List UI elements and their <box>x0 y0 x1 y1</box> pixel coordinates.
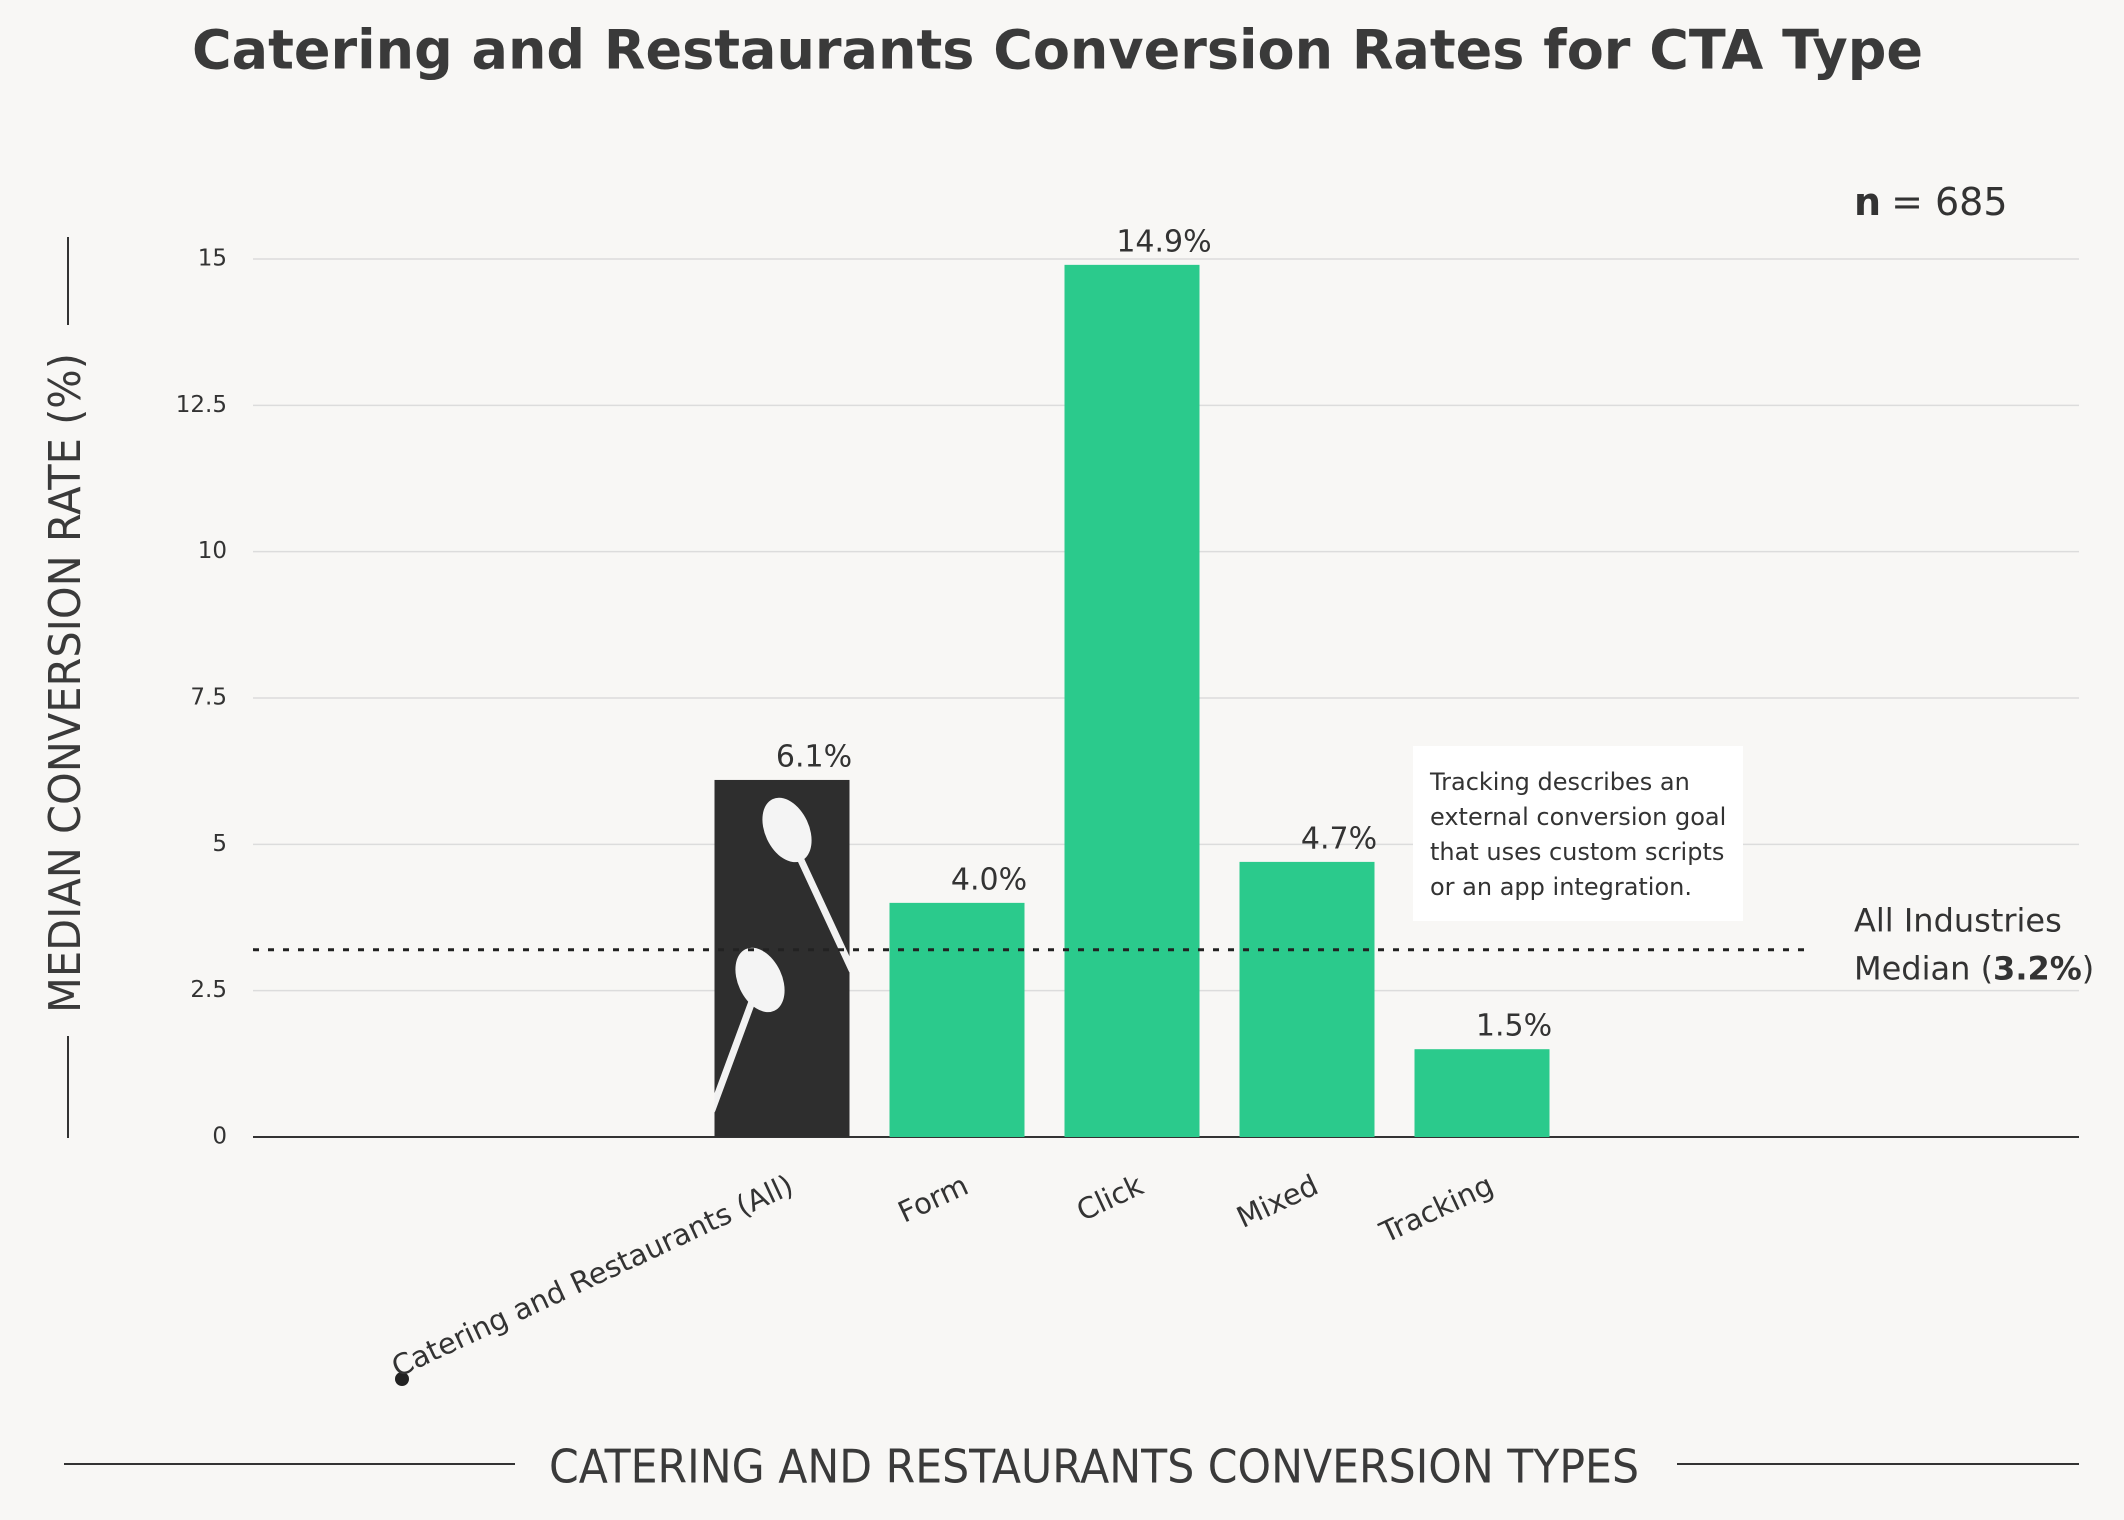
reference-label-suffix: ) <box>2082 950 2094 988</box>
value-label: 6.1% <box>776 739 852 774</box>
y-tick-label: 7.5 <box>190 685 227 711</box>
bar <box>1414 1049 1550 1137</box>
y-tick-label: 2.5 <box>190 977 227 1003</box>
chart-title: Catering and Restaurants Conversion Rate… <box>192 19 1923 82</box>
annotation-line: external conversion goal <box>1430 803 1726 831</box>
annotation-line: Tracking describes an <box>1429 768 1690 796</box>
reference-label-prefix: Median ( <box>1854 950 1993 988</box>
y-tick-label: 5 <box>212 831 227 857</box>
spoon-bowl <box>762 797 812 863</box>
y-tick-label: 10 <box>198 538 227 564</box>
value-label: 14.9% <box>1116 224 1211 259</box>
sample-note: n = 685 <box>1854 180 2008 224</box>
spoons <box>714 797 850 1113</box>
reference-label: Median (3.2%) <box>1854 950 2094 988</box>
bar <box>1239 861 1375 1137</box>
value-label: 1.5% <box>1476 1009 1552 1044</box>
value-label: 4.7% <box>1301 821 1377 856</box>
y-tick-label: 0 <box>212 1124 227 1150</box>
sample-text: = 685 <box>1891 180 2007 224</box>
value-label: 4.0% <box>951 862 1027 897</box>
annotation-box <box>1413 746 1743 921</box>
y-tick-label: 15 <box>198 246 227 272</box>
x-axis-title: CATERING AND RESTAURANTS CONVERSION TYPE… <box>549 1440 1639 1494</box>
annotation-line: or an app integration. <box>1430 873 1692 901</box>
y-axis-title: MEDIAN CONVERSION RATE (%) <box>40 353 91 1013</box>
bar <box>889 902 1025 1137</box>
reference-label: All Industries <box>1854 902 2062 940</box>
annotation-line: that uses custom scripts <box>1430 838 1724 866</box>
spoon-bowl <box>735 947 785 1013</box>
reference-label-value: 3.2% <box>1993 950 2082 988</box>
y-tick-label: 12.5 <box>176 392 227 418</box>
bullet <box>395 1372 409 1386</box>
bar <box>1064 264 1200 1137</box>
sample-symbol: n <box>1854 180 1881 224</box>
